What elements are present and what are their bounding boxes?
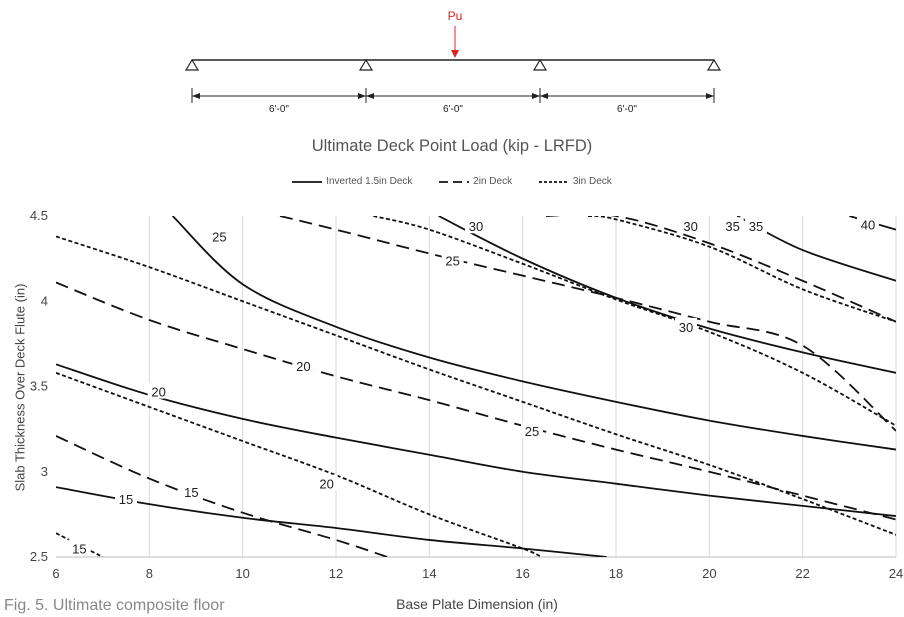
series-line-solid [172, 216, 896, 451]
curve-label: 20 [151, 385, 165, 400]
curve-label-bg [115, 490, 137, 507]
curve-label: 35 [749, 219, 763, 234]
x-tick-label: 22 [795, 566, 809, 581]
support-triangle [358, 58, 374, 71]
curve-label-bg [465, 217, 487, 234]
chart-title: Ultimate Deck Point Load (kip - LRFD) [311, 137, 593, 155]
curve-label-bg [721, 217, 744, 234]
x-tick-label: 12 [329, 566, 343, 581]
curve-label-bg [208, 227, 231, 244]
curve-label: 25 [445, 253, 459, 268]
series-line-solid [56, 363, 896, 517]
series-line-solid [56, 486, 607, 557]
curve-label: 25 [212, 229, 226, 244]
curve-label: 30 [469, 219, 483, 234]
curve-label: 20 [296, 359, 310, 374]
series-line-dashed [56, 281, 896, 521]
support-triangle [532, 58, 548, 71]
y-tick-label: 4 [41, 293, 48, 308]
x-tick-label: 24 [889, 566, 903, 581]
span-label: 6'-0" [269, 104, 289, 115]
curve-label-bg [292, 357, 315, 374]
dimension-arrowheads [192, 93, 714, 99]
support-triangle [706, 58, 722, 71]
chart-plot: 6 8 10 12 14 16 18 20 22 24 2.5 3 3.5 4 4.5 15 20 25 30 35 4… [30, 208, 903, 581]
curve-label-bg [675, 317, 697, 334]
curve-label-bg [521, 421, 543, 438]
series-line-dashed [279, 216, 896, 432]
y-tick-label: 3.5 [30, 379, 48, 394]
series-line-dotted [56, 372, 542, 557]
series-line-dashed [546, 216, 896, 323]
x-tick-label: 18 [609, 566, 623, 581]
legend-item-solid: Inverted 1.5in Deck [292, 176, 412, 187]
curve-label-bg [180, 483, 203, 500]
curve-label-bg [745, 217, 767, 234]
curve-label: 30 [679, 320, 693, 335]
y-tick-label: 2.5 [30, 549, 48, 564]
series-line-dashed [56, 435, 388, 557]
curve-label: 15 [72, 541, 86, 556]
curve-label: 35 [725, 219, 739, 234]
curve-label-bg [441, 251, 464, 268]
curve-label: 40 [861, 218, 875, 233]
curve-label: 15 [119, 492, 133, 507]
chart-legend: Inverted 1.5in Deck 2in Deck 3in Deck [0, 176, 904, 189]
x-tick-label: 14 [422, 566, 436, 581]
series-line-dotted [373, 216, 896, 427]
beam-diagram: Pu 6'-0" 6'-0" 6'-0" [184, 9, 722, 115]
curve-label-bg [315, 474, 338, 491]
legend-label: 2in Deck [473, 176, 513, 187]
y-tick-label: 3 [41, 464, 48, 479]
curve-label: 20 [319, 477, 333, 492]
figure-caption: Fig. 5. Ultimate composite floor [4, 597, 225, 614]
series-line-solid [438, 216, 896, 374]
load-arrowhead [451, 50, 459, 58]
x-tick-label: 10 [235, 566, 249, 581]
x-tick-label: 20 [702, 566, 716, 581]
x-tick-label: 8 [146, 566, 153, 581]
x-axis-label: Base Plate Dimension (in) [396, 596, 558, 612]
series-line-dotted [587, 216, 896, 323]
curve-label-bg [68, 539, 91, 556]
load-label: Pu [448, 9, 463, 23]
legend-item-dotted: 3in Deck [538, 176, 612, 187]
support-triangle [184, 58, 200, 71]
curve-label-bg [147, 382, 170, 399]
curve-label-bg [857, 215, 879, 232]
y-tick-label: 4.5 [30, 208, 48, 223]
legend-label: 3in Deck [572, 176, 612, 187]
span-label: 6'-0" [443, 104, 463, 115]
curve-label: 15 [184, 485, 198, 500]
dimension-line [191, 88, 715, 103]
legend-label: Inverted 1.5in Deck [326, 176, 413, 187]
curve-label: 25 [525, 424, 539, 439]
y-axis-label: Slab Thickness Over Deck Flute (in) [12, 283, 28, 492]
curve-label-bg [679, 217, 702, 234]
x-tick-label: 6 [52, 566, 59, 581]
series-line-dotted [56, 235, 896, 536]
curve-label: 30 [683, 219, 697, 234]
legend-item-dashed: 2in Deck [439, 176, 512, 187]
span-label: 6'-0" [617, 104, 637, 115]
x-tick-label: 16 [515, 566, 529, 581]
